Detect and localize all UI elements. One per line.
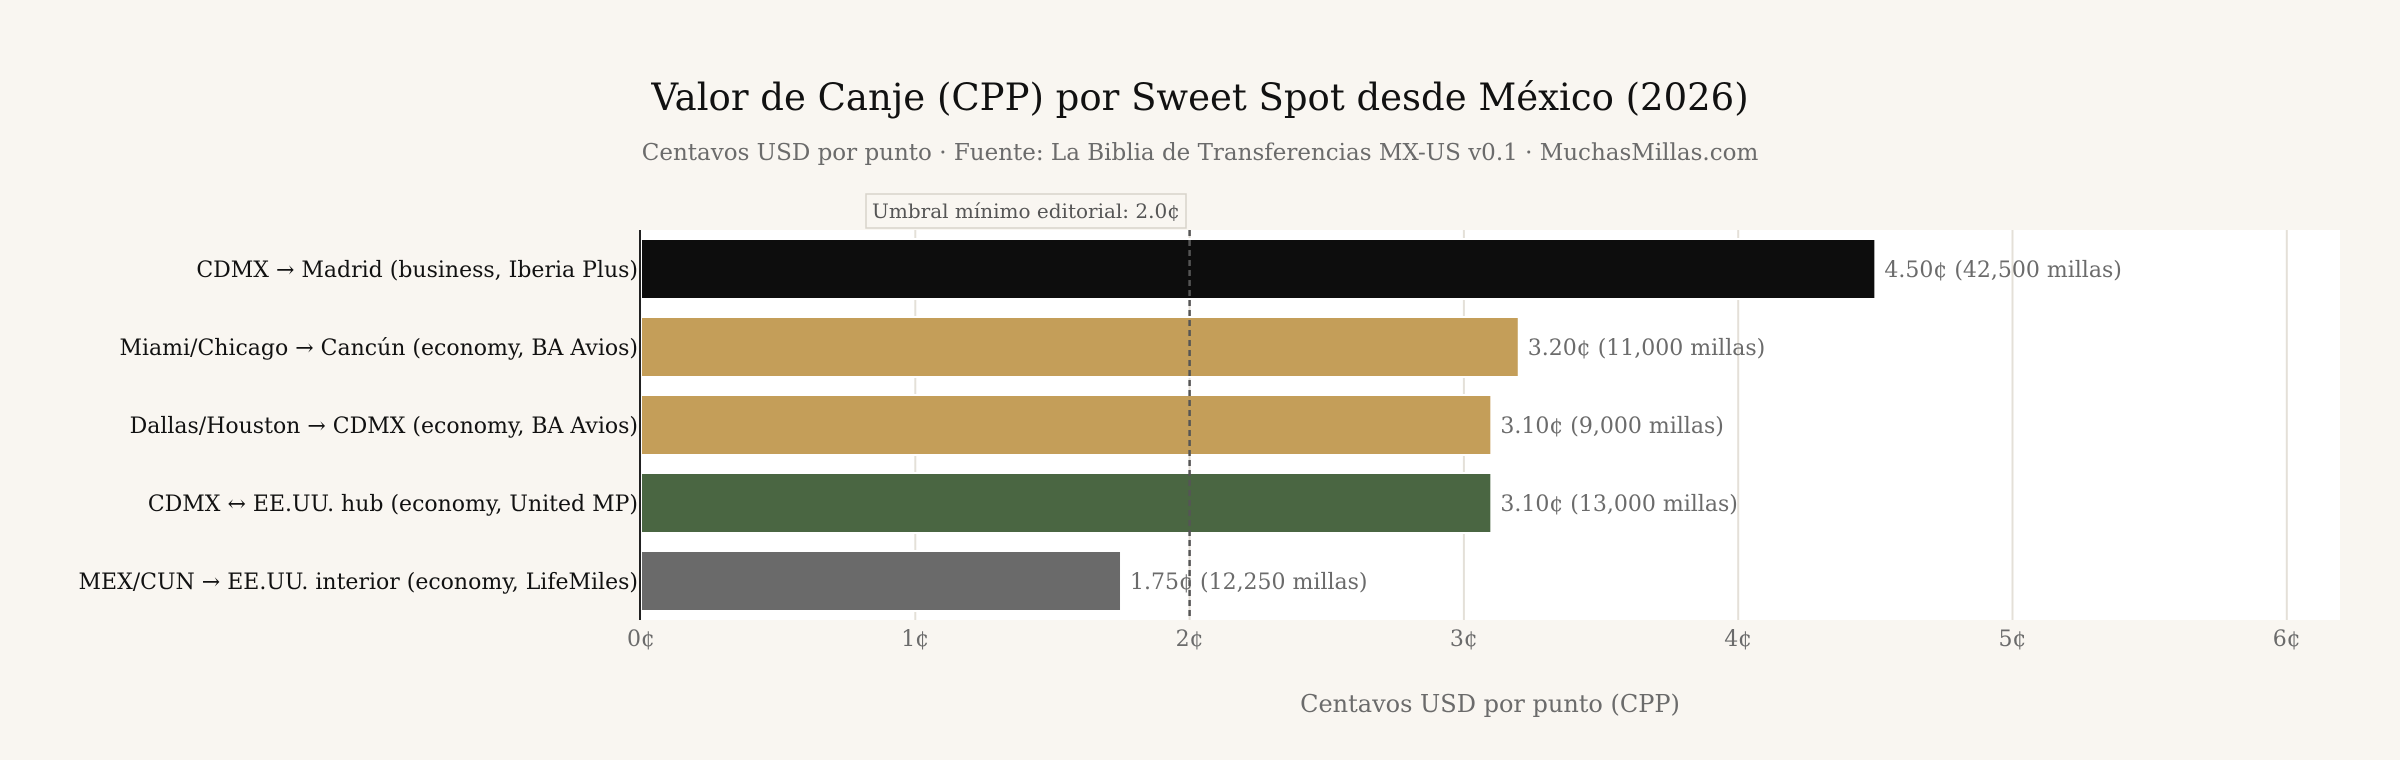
x-tick-label: 0¢	[627, 627, 655, 652]
chart-subtitle: Centavos USD por punto · Fuente: La Bibl…	[641, 140, 1759, 166]
threshold-annotation-box	[865, 193, 1187, 229]
bar-value-label: 4.50¢ (42,500 millas)	[1884, 258, 2122, 283]
bars	[640, 238, 1877, 612]
threshold: Umbral mínimo editorial: 2.0¢	[865, 193, 1191, 620]
chart-title: Valor de Canje (CPP) por Sweet Spot desd…	[651, 76, 1749, 119]
category-label: Miami/Chicago → Cancún (economy, BA Avio…	[119, 336, 638, 361]
bar-value-label: 3.10¢ (13,000 millas)	[1500, 492, 1738, 517]
bar-value-label: 3.20¢ (11,000 millas)	[1528, 336, 1766, 361]
labels: 0¢ 1¢ 2¢ 3¢ 4¢ 5¢ 6¢ CDMX → Madrid (business, I…	[79, 258, 2301, 652]
x-tick-label: 2¢	[1176, 627, 1204, 652]
category-label: Dallas/Houston → CDMX (economy, BA Avios…	[130, 414, 638, 439]
x-tick-label: 4¢	[1724, 627, 1752, 652]
x-tick-label: 3¢	[1450, 627, 1478, 652]
bar	[640, 238, 1877, 300]
bar	[640, 472, 1493, 534]
x-axis-title: Centavos USD por punto (CPP)	[1300, 690, 1680, 718]
bar	[640, 550, 1123, 612]
bar-value-label: 3.10¢ (9,000 millas)	[1500, 414, 1724, 439]
x-tick-label: 5¢	[1999, 627, 2027, 652]
category-label: CDMX ↔ EE.UU. hub (economy, United MP)	[148, 492, 638, 517]
bar-value-label: 1.75¢ (12,250 millas)	[1130, 570, 1368, 595]
category-label: MEX/CUN → EE.UU. interior (economy, Life…	[79, 570, 638, 595]
category-label: CDMX → Madrid (business, Iberia Plus)	[196, 258, 638, 283]
x-tick-label: 1¢	[901, 627, 929, 652]
threshold-annotation: Umbral mínimo editorial: 2.0¢	[872, 199, 1180, 223]
x-tick-label: 6¢	[2273, 627, 2301, 652]
bar	[640, 316, 1520, 378]
bar	[640, 394, 1493, 456]
